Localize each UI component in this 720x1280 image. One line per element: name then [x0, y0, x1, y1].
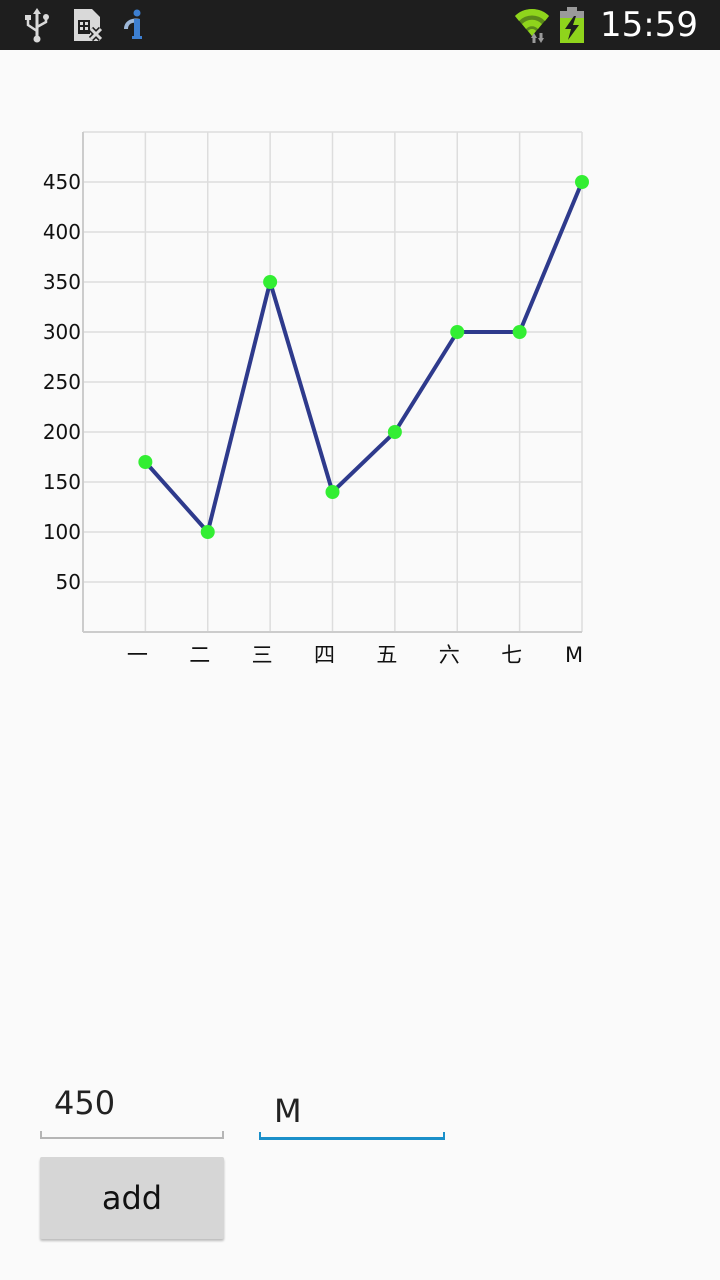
- y-tick-label: 100: [43, 520, 81, 544]
- y-tick-label: 450: [43, 170, 81, 194]
- sim-card-disabled-icon: [74, 9, 102, 42]
- underline-right-tick: [443, 1132, 445, 1140]
- app-content: 50 100 150 200 250 300 350 400 450 一 二 三 四 五 六 七 M add: [0, 50, 720, 1280]
- system-status: 15:59: [514, 0, 698, 50]
- y-tick-label: 50: [56, 570, 81, 594]
- data-point: [512, 325, 527, 339]
- status-bar: 15:59: [0, 0, 720, 50]
- underline-right-tick: [222, 1131, 224, 1139]
- data-point: [450, 325, 465, 339]
- x-tick-label: M: [565, 643, 583, 667]
- y-tick-label: 350: [43, 270, 81, 294]
- x-tick-label: 六: [439, 643, 460, 667]
- x-tick-label: 一: [127, 643, 148, 667]
- y-tick-label: 250: [43, 370, 81, 394]
- data-point: [263, 275, 278, 289]
- data-point: [200, 525, 215, 539]
- y-tick-label: 300: [43, 320, 81, 344]
- x-tick-label: 二: [189, 643, 210, 667]
- data-point: [387, 425, 402, 439]
- y-tick-label: 400: [43, 220, 81, 244]
- usb-icon: [25, 8, 49, 43]
- notification-icons: [22, 0, 148, 50]
- battery-charging-icon: [560, 7, 585, 43]
- status-clock: 15:59: [600, 5, 698, 45]
- value-input[interactable]: [40, 1070, 224, 1136]
- info-notification-icon: [124, 9, 142, 39]
- label-input-underline: [259, 1132, 445, 1140]
- wifi-icon: [515, 8, 550, 43]
- x-tick-label: 五: [376, 643, 397, 667]
- underline-left-tick: [40, 1131, 42, 1139]
- add-button[interactable]: add: [40, 1157, 224, 1239]
- x-tick-label: 三: [252, 643, 273, 667]
- x-tick-label: 七: [501, 643, 522, 667]
- x-tick-label: 四: [314, 643, 335, 667]
- value-input-underline: [40, 1131, 224, 1139]
- y-tick-label: 150: [43, 470, 81, 494]
- data-point: [138, 455, 153, 469]
- label-input[interactable]: [260, 1080, 444, 1142]
- underline-left-tick: [259, 1132, 261, 1140]
- data-point: [575, 175, 589, 189]
- y-tick-label: 200: [43, 420, 81, 444]
- line-chart: 50 100 150 200 250 300 350 400 450 一 二 三 四 五 六 七 M: [43, 131, 589, 667]
- series-line: [143, 181, 584, 534]
- data-point: [325, 485, 340, 499]
